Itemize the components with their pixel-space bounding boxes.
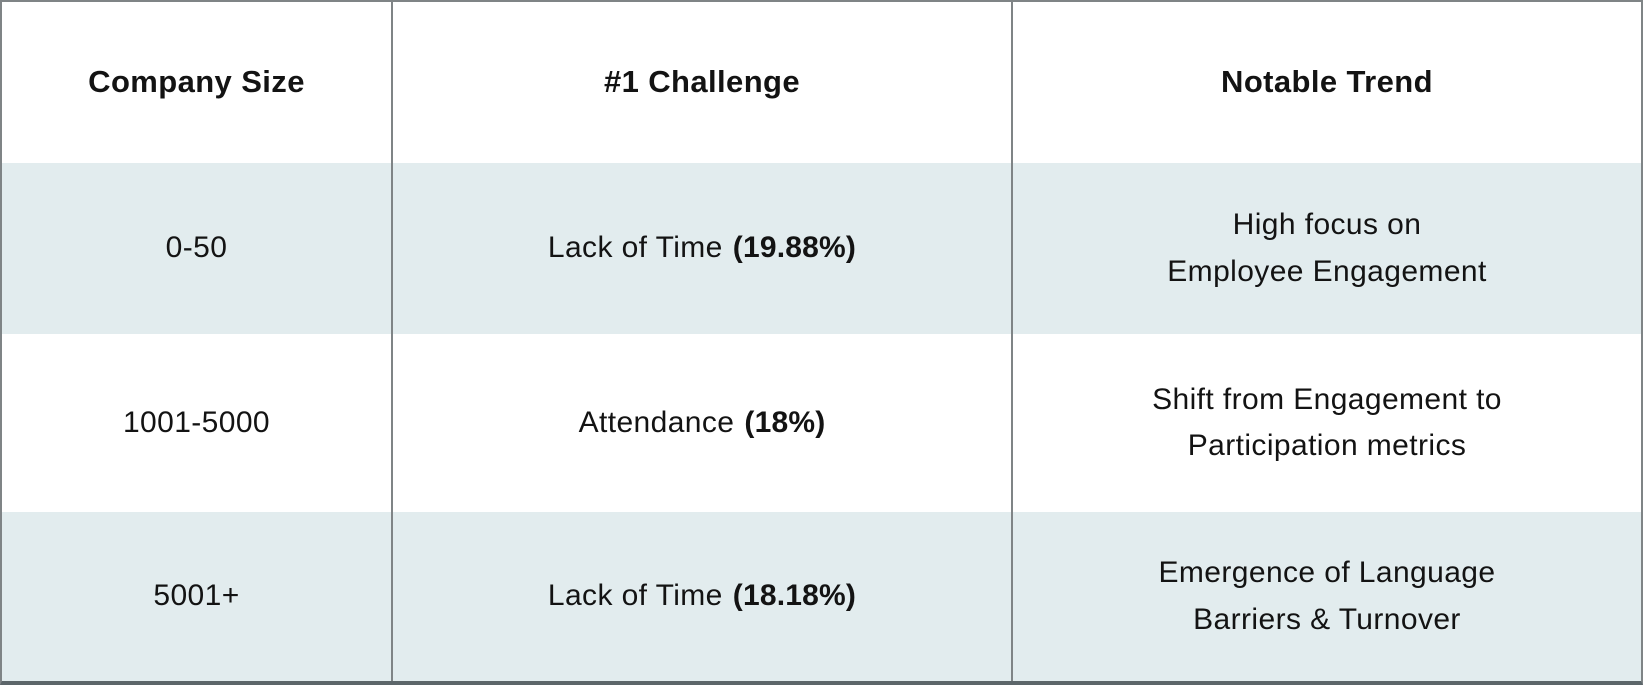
challenge-percentage: (18%) [744, 405, 826, 439]
cell-company-size-1001-5000: 1001-5000 [2, 334, 393, 512]
header-notable-trend-label: Notable Trend [1221, 64, 1433, 100]
trend-line-1: Emergence of Language [1158, 556, 1496, 589]
header-notable-trend: Notable Trend [1013, 2, 1641, 163]
trend-line-2: Participation metrics [1187, 429, 1467, 462]
header-challenge: #1 Challenge [393, 2, 1013, 163]
cell-company-size-0-50: 0-50 [2, 163, 393, 334]
trend-line-1: High focus on [1232, 208, 1422, 241]
trend-text: High focus on Employee Engagement [1167, 202, 1486, 295]
challenge-label: Lack of Time [547, 579, 723, 613]
header-company-size-label: Company Size [88, 64, 305, 100]
cell-challenge-row1: Lack of Time (19.88%) [393, 163, 1013, 334]
header-company-size: Company Size [2, 2, 393, 163]
challenge-text: Lack of Time (18.18%) [548, 573, 856, 620]
trend-line-2: Barriers & Turnover [1193, 602, 1461, 636]
header-challenge-label: #1 Challenge [603, 64, 801, 100]
challenge-percentage: (18.18%) [732, 579, 857, 613]
challenge-text: Attendance (18%) [579, 400, 826, 447]
challenge-text: Lack of Time (19.88%) [548, 225, 856, 272]
company-size-value: 1001-5000 [122, 405, 271, 439]
trend-text: Emergence of Language Barriers & Turnove… [1159, 550, 1496, 643]
company-size-value: 5001+ [153, 579, 240, 613]
cell-trend-row2: Shift from Engagement to Participation m… [1013, 334, 1641, 512]
trend-text: Shift from Engagement to Participation m… [1152, 377, 1502, 470]
cell-challenge-row2: Attendance (18%) [393, 334, 1013, 512]
challenge-percentage: (19.88%) [732, 231, 857, 265]
challenge-label: Attendance [578, 405, 735, 439]
challenge-label: Lack of Time [547, 231, 723, 265]
cell-trend-row3: Emergence of Language Barriers & Turnove… [1013, 512, 1641, 681]
cell-trend-row1: High focus on Employee Engagement [1013, 163, 1641, 334]
cell-challenge-row3: Lack of Time (18.18%) [393, 512, 1013, 681]
company-size-value: 0-50 [165, 231, 228, 265]
trend-line-2: Employee Engagement [1167, 254, 1487, 288]
cell-company-size-5001plus: 5001+ [2, 512, 393, 681]
trend-line-1: Shift from Engagement to [1152, 382, 1502, 416]
